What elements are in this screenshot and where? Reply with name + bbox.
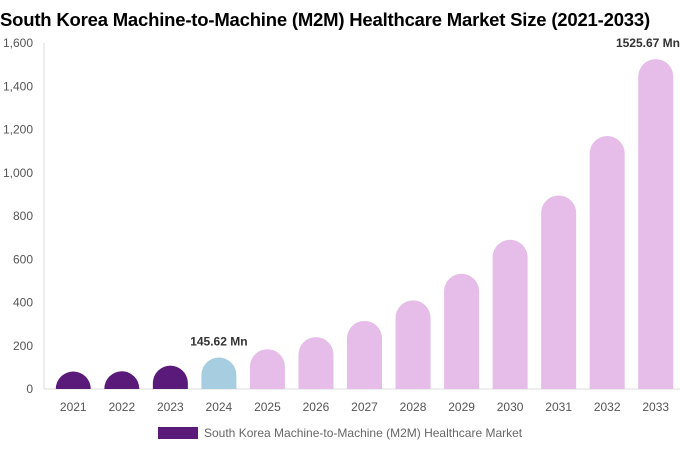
bar-2021	[55, 371, 91, 389]
x-tick-label: 2026	[303, 400, 330, 414]
y-tick-label: 200	[13, 339, 33, 353]
bar-2027	[347, 320, 382, 389]
chart-title: South Korea Machine-to-Machine (M2M) Hea…	[0, 9, 650, 30]
y-tick-label: 0	[26, 382, 33, 396]
bar-2032	[589, 135, 625, 389]
bar-2031	[541, 195, 577, 389]
x-tick-label: 2025	[254, 400, 281, 414]
x-tick-label: 2028	[400, 400, 427, 414]
y-tick-label: 1,200	[3, 123, 33, 137]
y-tick-label: 1,000	[3, 166, 33, 180]
x-tick-label: 2032	[594, 400, 621, 414]
legend: South Korea Machine-to-Machine (M2M) Hea…	[158, 425, 522, 441]
x-tick-label: 2022	[108, 400, 135, 414]
bar-layer	[55, 59, 674, 390]
x-tick-label: 2027	[351, 400, 378, 414]
y-tick-label: 1,600	[3, 36, 33, 50]
x-tick-label: 2031	[545, 400, 572, 414]
data-label-2024: 145.62 Mn	[190, 335, 247, 349]
bar-2030	[492, 239, 528, 389]
legend-swatch	[158, 427, 198, 439]
y-tick-label: 1,400	[3, 79, 33, 93]
x-tick-label: 2033	[642, 400, 669, 414]
bar-2022	[104, 371, 140, 389]
y-tick-label: 400	[13, 296, 33, 310]
x-tick-label: 2029	[448, 400, 475, 414]
bar-2026	[298, 337, 334, 389]
legend-label: South Korea Machine-to-Machine (M2M) Hea…	[204, 426, 523, 440]
y-tick-label: 800	[13, 209, 33, 223]
x-tick-label: 2023	[157, 400, 184, 414]
bar-2029	[444, 273, 480, 389]
bar-2025	[249, 349, 285, 389]
bar-2033	[638, 59, 674, 390]
data-label-2033: 1525.67 Mn	[616, 36, 680, 50]
x-tick-label: 2030	[497, 400, 524, 414]
bar-2023	[152, 365, 188, 389]
axis-layer: 0 200 400 600 800 1,000 1,200 1,400 1,600 2021 202…	[3, 36, 680, 414]
bar-chart: 0 200 400 600 800 1,000 1,200 1,400 1,600 2021 202…	[3, 36, 680, 414]
x-tick-label: 2024	[206, 400, 233, 414]
bar-2024	[201, 357, 237, 389]
y-tick-label: 600	[13, 252, 33, 266]
x-tick-label: 2021	[60, 400, 87, 414]
bar-2028	[395, 300, 431, 389]
label-layer: 145.62 Mn 1525.67 Mn	[190, 36, 680, 348]
